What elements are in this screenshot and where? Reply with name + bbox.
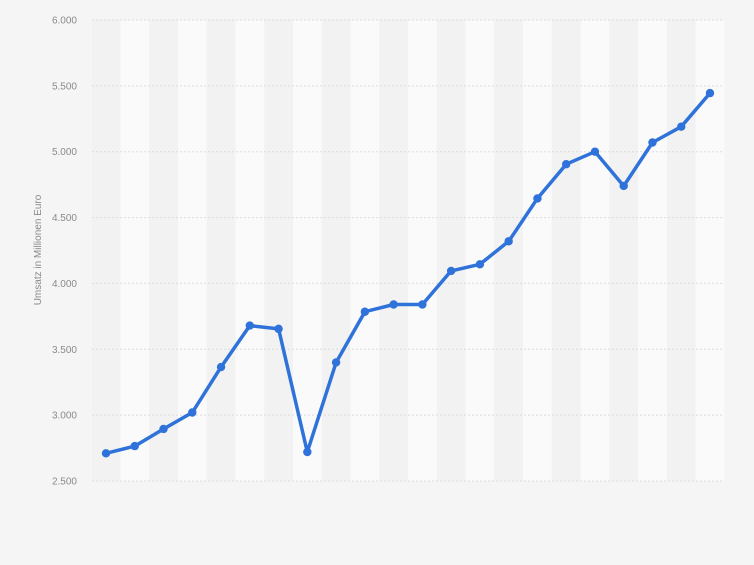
data-point bbox=[446, 266, 456, 276]
y-tick-label: 3.000 bbox=[52, 411, 77, 422]
column-band bbox=[120, 20, 150, 481]
data-point bbox=[389, 300, 398, 309]
column-band bbox=[235, 20, 265, 481]
column-bands bbox=[92, 20, 725, 481]
y-tick-label: 6.000 bbox=[52, 16, 77, 27]
data-point bbox=[101, 449, 111, 458]
data-point bbox=[130, 441, 139, 451]
y-axis-ticks: 2.500 3.000 3.500 4.000 4.500 5.000 5.500 6.000 bbox=[52, 16, 77, 488]
series-layer bbox=[101, 88, 715, 458]
data-point bbox=[188, 408, 197, 417]
data-point bbox=[648, 138, 657, 147]
column-band bbox=[523, 20, 552, 481]
y-tick-label: 4.500 bbox=[52, 213, 77, 224]
column-band bbox=[177, 20, 207, 481]
column-band bbox=[465, 20, 495, 481]
data-point bbox=[475, 260, 485, 269]
data-point bbox=[590, 147, 600, 156]
data-point bbox=[677, 122, 686, 131]
data-point bbox=[216, 362, 226, 372]
y-tick-label: 3.500 bbox=[52, 345, 77, 356]
series-line bbox=[104, 91, 712, 456]
data-point bbox=[619, 181, 628, 191]
y-tick-label: 4.000 bbox=[52, 279, 77, 290]
column-band bbox=[350, 20, 380, 481]
y-tick-label: 2.500 bbox=[52, 477, 77, 488]
data-point bbox=[331, 358, 341, 367]
data-point bbox=[533, 194, 542, 203]
data-point bbox=[561, 160, 571, 169]
data-point bbox=[504, 237, 513, 246]
y-tick-label: 5.500 bbox=[52, 81, 77, 92]
data-point bbox=[360, 307, 370, 316]
y-axis-label: Umsatz in Millionen Euro bbox=[33, 194, 44, 305]
data-point bbox=[705, 88, 715, 98]
column-band bbox=[638, 20, 667, 481]
data-point bbox=[418, 300, 427, 309]
data-point bbox=[245, 321, 255, 330]
gridlines bbox=[92, 19, 724, 482]
column-band bbox=[408, 20, 437, 481]
data-point bbox=[159, 424, 168, 434]
data-point bbox=[274, 324, 283, 334]
data-point bbox=[303, 447, 312, 457]
column-band bbox=[580, 20, 610, 481]
y-tick-label: 5.000 bbox=[52, 147, 77, 158]
